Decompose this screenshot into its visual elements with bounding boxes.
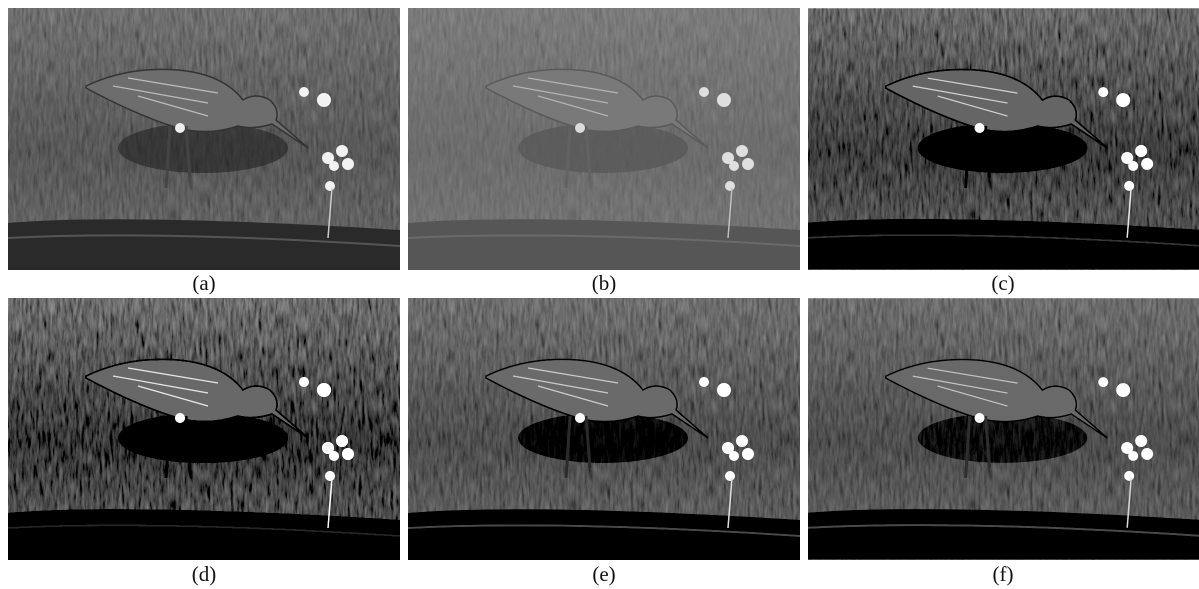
caption: (d): [192, 562, 217, 586]
panel-c: [808, 8, 1199, 269]
caption: (b): [592, 271, 617, 295]
caption: (c): [991, 271, 1014, 295]
panel-b: [408, 8, 800, 270]
caption: (f): [993, 562, 1014, 586]
caption: (e): [592, 562, 615, 586]
panel-d: [8, 298, 400, 560]
panel-f: [808, 298, 1199, 559]
panel-e: [408, 298, 800, 560]
figure: (a) (b) (c) (d) (e) (f): [0, 0, 1199, 589]
panel-a: [8, 8, 400, 270]
caption: (a): [192, 271, 215, 295]
page: (a) (b) (c) (d) (e) (f) (() => { const d…: [0, 0, 1199, 589]
